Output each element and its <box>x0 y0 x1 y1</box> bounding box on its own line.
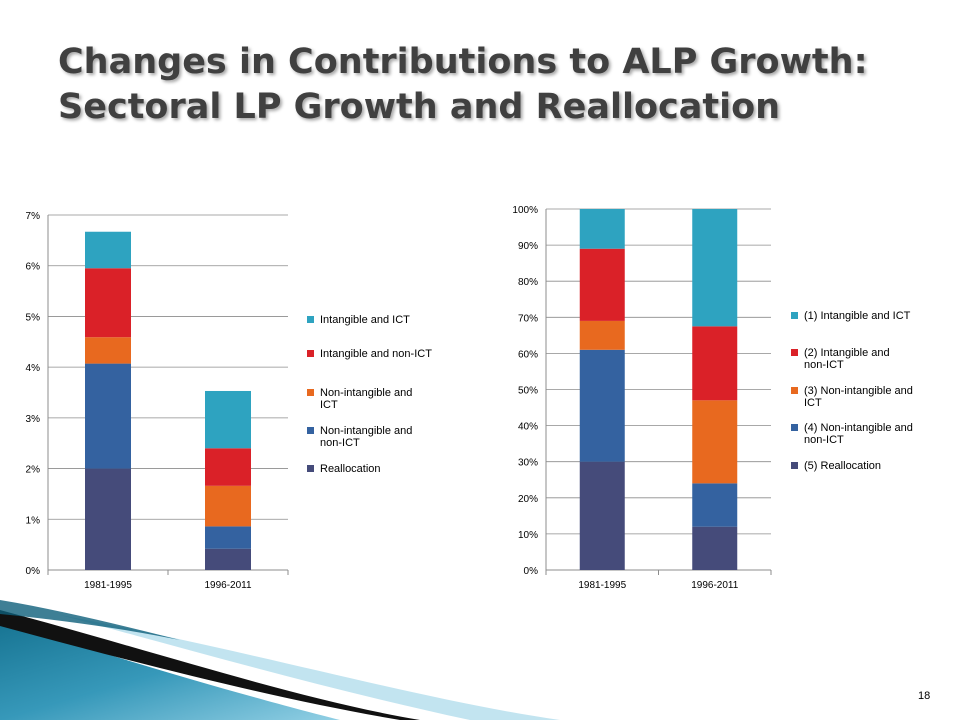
bar-segment-non-intangible-and-non-ict-1996-2011 <box>205 526 251 549</box>
bar-segment-intangible-and-ict-1981-1995 <box>85 231 131 269</box>
y-tick-label: 60% <box>518 349 538 360</box>
bar-segment-intangible-and-non-ict-1981-1995 <box>85 268 131 338</box>
legend-swatch-intangible-and-ict <box>307 316 314 323</box>
legend-label-4-non-intangible-and-non-ict: (4) Non-intangible and <box>804 422 913 434</box>
legend-swatch-intangible-and-non-ict <box>307 350 314 357</box>
legend-label-3-non-intangible-and-ict: (3) Non-intangible and <box>804 385 913 397</box>
legend-label-non-intangible-and-non-ict: non-ICT <box>320 437 360 449</box>
y-tick-label: 7% <box>26 211 41 222</box>
x-tick-label: 1981-1995 <box>578 580 626 591</box>
y-tick-label: 3% <box>26 414 41 425</box>
legend-label-intangible-and-non-ict: Intangible and non-ICT <box>320 348 432 360</box>
y-tick-label: 30% <box>518 458 538 469</box>
bar-segment-3-non-intangible-and-ict-1996-2011 <box>692 400 738 484</box>
y-tick-label: 2% <box>26 465 41 476</box>
y-tick-label: 1% <box>26 515 41 526</box>
y-tick-label: 80% <box>518 277 538 288</box>
slide-title: Changes in Contributions to ALP Growth: … <box>58 40 938 130</box>
legend-label-non-intangible-and-non-ict: Non-intangible and <box>320 425 412 437</box>
legend-label-non-intangible-and-ict: ICT <box>320 399 338 411</box>
legend-swatch-3-non-intangible-and-ict <box>791 387 798 394</box>
bar-segment-non-intangible-and-non-ict-1981-1995 <box>85 363 131 469</box>
legend-label-3-non-intangible-and-ict: ICT <box>804 397 822 409</box>
bar-segment-non-intangible-and-ict-1996-2011 <box>205 485 251 527</box>
legend-swatch-4-non-intangible-and-non-ict <box>791 424 798 431</box>
y-tick-label: 50% <box>518 386 538 397</box>
legend-swatch-5-reallocation <box>791 462 798 469</box>
bar-segment-4-non-intangible-and-non-ict-1981-1995 <box>579 349 625 462</box>
x-tick-label: 1996-2011 <box>204 580 252 591</box>
left-stacked-bar-chart: 0% 1% 2% 3% 4% 5% 6% 7% 1981-1995 1996-2011 Intang… <box>26 211 433 591</box>
legend-label-2-intangible-and-non-ict: (2) Intangible and <box>804 347 890 359</box>
bar-segment-2-intangible-and-non-ict-1981-1995 <box>579 248 625 321</box>
bar-segment-intangible-and-non-ict-1996-2011 <box>205 448 251 486</box>
bar-segment-non-intangible-and-ict-1981-1995 <box>85 337 131 364</box>
y-tick-label: 90% <box>518 241 538 252</box>
y-tick-label: 6% <box>26 262 41 273</box>
y-tick-label: 5% <box>26 312 41 323</box>
legend-label-non-intangible-and-ict: Non-intangible and <box>320 387 412 399</box>
slide-number: 18 <box>918 690 931 702</box>
bar-segment-4-non-intangible-and-non-ict-1996-2011 <box>692 483 738 527</box>
legend-label-4-non-intangible-and-non-ict: non-ICT <box>804 434 844 446</box>
legend-label-1-intangible-and-ict: (1) Intangible and ICT <box>804 310 911 322</box>
bar-segment-intangible-and-ict-1996-2011 <box>205 390 251 449</box>
legend-swatch-2-intangible-and-non-ict <box>791 349 798 356</box>
bar-segment-reallocation-1996-2011 <box>205 548 251 570</box>
legend-swatch-1-intangible-and-ict <box>791 312 798 319</box>
legend-label-5-reallocation: (5) Reallocation <box>804 460 881 472</box>
legend-swatch-reallocation <box>307 465 314 472</box>
bar-segment-5-reallocation-1996-2011 <box>692 526 738 570</box>
bar-segment-2-intangible-and-non-ict-1996-2011 <box>692 326 738 401</box>
y-tick-label: 100% <box>512 205 538 216</box>
legend-label-intangible-and-ict: Intangible and ICT <box>320 314 410 326</box>
bar-segment-reallocation-1981-1995 <box>85 468 131 570</box>
legend-label-reallocation: Reallocation <box>320 463 381 475</box>
bar-segment-1-intangible-and-ict-1981-1995 <box>579 209 625 249</box>
y-tick-label: 0% <box>26 566 41 577</box>
y-tick-label: 20% <box>518 494 538 505</box>
legend-swatch-non-intangible-and-non-ict <box>307 427 314 434</box>
slide-title-line-2: Sectoral LP Growth and Reallocation <box>58 87 781 127</box>
bar-segment-3-non-intangible-and-ict-1981-1995 <box>579 320 625 350</box>
y-tick-label: 40% <box>518 422 538 433</box>
y-tick-label: 10% <box>518 530 538 541</box>
legend-swatch-non-intangible-and-ict <box>307 389 314 396</box>
y-tick-label: 4% <box>26 363 41 374</box>
x-tick-label: 1981-1995 <box>84 580 132 591</box>
bar-segment-1-intangible-and-ict-1996-2011 <box>692 209 738 327</box>
slide-title-line-1: Changes in Contributions to ALP Growth: <box>58 42 868 82</box>
bar-segment-5-reallocation-1981-1995 <box>579 461 625 570</box>
legend-label-2-intangible-and-non-ict: non-ICT <box>804 359 844 371</box>
y-tick-label: 0% <box>524 566 539 577</box>
y-tick-label: 70% <box>518 313 538 324</box>
right-percentage-stacked-bar-chart: 0% 10% 20% 30% 40% 50% 60% 70% 80% 90% 100% 1981-19… <box>512 205 913 591</box>
x-tick-label: 1996-2011 <box>691 580 739 591</box>
